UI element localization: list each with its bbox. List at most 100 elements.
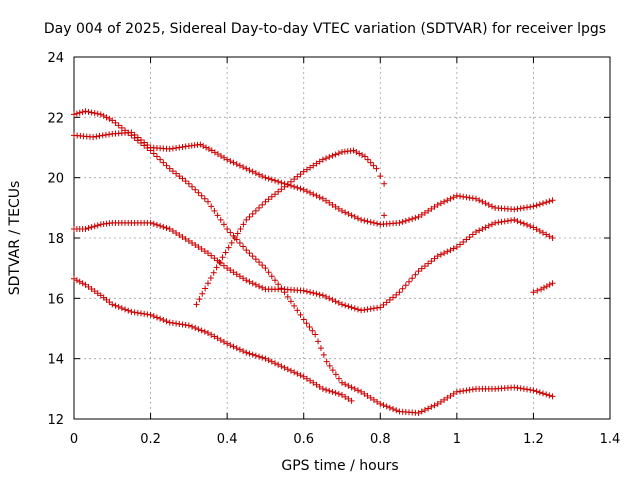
data-point bbox=[530, 387, 537, 394]
data-point bbox=[469, 231, 476, 238]
x-tick-label: 0.2 bbox=[140, 432, 161, 447]
data-point bbox=[396, 219, 403, 226]
data-point bbox=[102, 131, 109, 138]
data-point bbox=[546, 198, 553, 205]
data-point bbox=[234, 230, 241, 237]
data-point bbox=[100, 112, 107, 119]
data-point bbox=[201, 328, 208, 335]
data-point bbox=[332, 151, 339, 158]
data-point bbox=[259, 284, 266, 291]
data-point bbox=[524, 204, 531, 211]
data-point bbox=[217, 216, 224, 223]
data-point bbox=[303, 288, 310, 295]
data-point bbox=[224, 265, 231, 272]
data-point bbox=[153, 153, 160, 160]
data-point bbox=[237, 225, 244, 232]
data-point bbox=[317, 345, 324, 352]
data-point bbox=[460, 193, 467, 200]
data-point bbox=[169, 168, 176, 175]
data-point bbox=[205, 330, 211, 337]
data-point bbox=[546, 392, 553, 399]
data-point bbox=[252, 256, 259, 263]
data-point bbox=[287, 367, 294, 374]
x-axis-tick-labels: 0 0.2 0.4 0.6 0.8 1 1.2 1.4 bbox=[70, 432, 620, 447]
data-point bbox=[351, 385, 358, 392]
data-point bbox=[358, 307, 365, 314]
data-point bbox=[418, 211, 425, 218]
data-point bbox=[546, 281, 553, 288]
data-point bbox=[192, 324, 199, 331]
data-point bbox=[508, 217, 515, 224]
data-point bbox=[189, 183, 196, 190]
data-point bbox=[434, 201, 441, 208]
data-point bbox=[265, 175, 272, 182]
data-point bbox=[415, 409, 422, 416]
data-point bbox=[450, 390, 457, 397]
data-point bbox=[287, 298, 294, 305]
data-point bbox=[82, 281, 89, 288]
series-track-3 bbox=[71, 216, 556, 314]
data-point bbox=[441, 198, 448, 205]
data-point bbox=[82, 225, 89, 232]
data-point bbox=[166, 225, 173, 232]
data-point bbox=[249, 253, 256, 260]
data-point bbox=[259, 354, 266, 361]
data-point bbox=[460, 239, 467, 246]
data-point bbox=[150, 150, 157, 157]
data-point bbox=[409, 275, 416, 282]
grid bbox=[74, 57, 610, 419]
data-point bbox=[434, 400, 441, 407]
data-point bbox=[479, 225, 486, 232]
y-tick-label: 16 bbox=[47, 292, 64, 307]
data-point bbox=[192, 186, 199, 193]
data-point bbox=[112, 119, 119, 126]
data-point bbox=[275, 361, 282, 368]
data-point bbox=[370, 396, 377, 403]
data-point bbox=[431, 203, 438, 210]
data-point bbox=[252, 281, 259, 288]
data-point bbox=[367, 305, 374, 312]
data-point bbox=[198, 246, 205, 253]
data-point bbox=[297, 311, 304, 318]
data-point bbox=[109, 117, 116, 124]
y-axis-tick-labels: 12 14 16 18 20 22 24 bbox=[47, 51, 64, 428]
data-point bbox=[425, 260, 432, 267]
data-point bbox=[166, 165, 173, 172]
data-point bbox=[549, 393, 556, 400]
data-point bbox=[540, 284, 547, 291]
data-point bbox=[166, 319, 173, 326]
data-point bbox=[93, 133, 100, 140]
data-point bbox=[342, 381, 349, 388]
data-point bbox=[374, 304, 381, 311]
data-point bbox=[303, 166, 310, 173]
data-point bbox=[300, 168, 307, 175]
data-point bbox=[517, 385, 524, 392]
data-point bbox=[228, 239, 235, 246]
data-point bbox=[549, 197, 556, 204]
data-point bbox=[211, 149, 218, 156]
data-point bbox=[202, 285, 209, 292]
data-point bbox=[157, 315, 164, 322]
data-point bbox=[332, 203, 339, 210]
data-point bbox=[339, 391, 345, 398]
data-point bbox=[220, 338, 227, 345]
data-point bbox=[332, 298, 339, 305]
data-point bbox=[73, 110, 80, 117]
data-point bbox=[549, 280, 556, 287]
data-point bbox=[421, 263, 428, 270]
data-point bbox=[118, 124, 125, 131]
data-point bbox=[176, 144, 183, 151]
data-point bbox=[147, 219, 154, 226]
series-track-5 bbox=[193, 147, 388, 308]
data-point bbox=[543, 231, 550, 238]
data-point bbox=[265, 196, 272, 203]
data-point bbox=[353, 149, 360, 156]
data-point bbox=[383, 299, 390, 306]
data-point bbox=[396, 289, 403, 296]
data-point bbox=[326, 362, 333, 369]
data-point bbox=[287, 178, 294, 185]
data-point bbox=[198, 192, 205, 199]
data-point bbox=[97, 111, 104, 118]
data-point bbox=[243, 216, 250, 223]
x-tick-label: 1 bbox=[453, 432, 461, 447]
